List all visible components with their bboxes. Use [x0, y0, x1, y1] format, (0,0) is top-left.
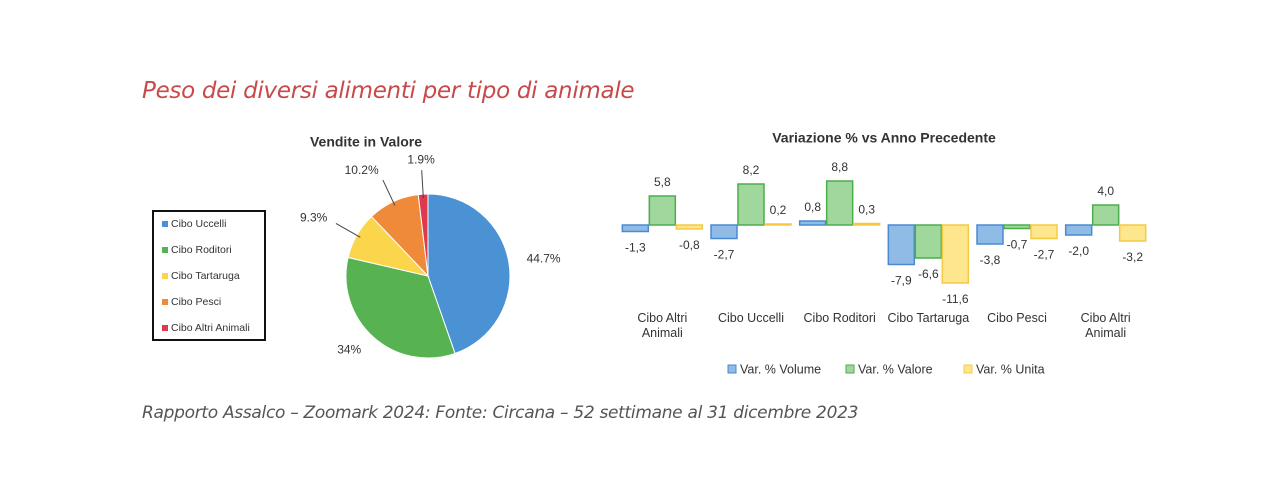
- chart-title: Vendite in Valore: [310, 134, 422, 150]
- data-label: 5,8: [654, 175, 671, 189]
- bar: [976, 224, 1004, 245]
- bar: [1118, 224, 1147, 242]
- data-label: -0,8: [679, 238, 700, 252]
- legend-label: Var. % Valore: [858, 362, 933, 376]
- data-label: 9.3%: [300, 211, 328, 225]
- data-label: -1,3: [625, 241, 646, 255]
- data-label: -11,6: [942, 292, 969, 306]
- data-label: -2,0: [1068, 244, 1089, 258]
- data-label: 10.2%: [345, 163, 379, 177]
- legend-swatch: [963, 364, 973, 374]
- legend-label: Var. % Volume: [740, 362, 821, 376]
- data-label: 4,0: [1097, 184, 1114, 198]
- bar: [648, 195, 677, 226]
- leader-line: [382, 179, 396, 206]
- source-note: Rapporto Assalco – Zoomark 2024: Fonte: …: [142, 403, 859, 423]
- data-label: 8,8: [831, 160, 848, 174]
- pie-slice: [345, 256, 456, 359]
- data-label: -6,6: [918, 267, 939, 281]
- leader-line: [335, 222, 361, 238]
- bar: [941, 224, 970, 284]
- data-label: 0,2: [770, 203, 787, 217]
- bar: [1003, 224, 1031, 230]
- bar: [675, 224, 704, 230]
- bar: [737, 183, 765, 226]
- legend-swatch: [162, 247, 168, 253]
- legend-swatch: [162, 299, 168, 305]
- bar: [1091, 204, 1120, 226]
- data-label: 34%: [337, 343, 361, 357]
- bar: [852, 222, 881, 226]
- data-label: -3,2: [1122, 250, 1143, 264]
- x-tick-label: Cibo Tartaruga: [887, 311, 970, 325]
- bar: [914, 224, 943, 259]
- data-label: 44.7%: [527, 251, 561, 265]
- x-tick-label: Cibo Uccelli: [718, 311, 784, 325]
- data-label: -2,7: [1034, 248, 1055, 262]
- bar: [621, 224, 650, 233]
- bar: [887, 224, 916, 266]
- legend-label: Cibo Altri Animali: [171, 322, 250, 334]
- bar: [1064, 224, 1093, 236]
- x-tick-label: Cibo Pesci: [987, 311, 1047, 325]
- legend-swatch: [845, 364, 855, 374]
- legend-swatch: [162, 325, 168, 331]
- legend-label: Cibo Uccelli: [171, 218, 226, 230]
- leader-line: [421, 170, 424, 199]
- data-label: 1.9%: [407, 152, 435, 166]
- data-label: -0,7: [1007, 238, 1028, 252]
- x-tick-label: Cibo Altri Animali: [1080, 311, 1131, 340]
- data-label: -7,9: [891, 274, 912, 288]
- legend-label: Cibo Tartaruga: [171, 270, 240, 282]
- bar: [825, 180, 854, 226]
- legend-box: [152, 210, 266, 341]
- bar: [710, 224, 738, 240]
- data-label: -2,7: [714, 248, 735, 262]
- x-tick-label: Cibo Roditori: [803, 311, 876, 325]
- chart-title: Variazione % vs Anno Precedente: [772, 130, 996, 146]
- data-label: 8,2: [743, 163, 760, 177]
- data-label: -3,8: [980, 253, 1001, 267]
- legend-label: Cibo Roditori: [171, 244, 232, 256]
- legend-swatch: [162, 221, 168, 227]
- bar: [798, 220, 827, 226]
- data-label: 0,8: [804, 200, 821, 214]
- legend-swatch: [162, 273, 168, 279]
- bar: [1030, 224, 1058, 240]
- x-tick-label: Cibo Altri Animali: [637, 311, 688, 340]
- page-title: Peso dei diversi alimenti per tipo di an…: [142, 78, 635, 104]
- bar: [764, 223, 792, 226]
- legend-swatch: [727, 364, 737, 374]
- legend-label: Cibo Pesci: [171, 296, 221, 308]
- pie-slice: [427, 193, 511, 355]
- data-label: 0,3: [858, 203, 875, 217]
- legend-label: Var. % Unita: [976, 362, 1045, 376]
